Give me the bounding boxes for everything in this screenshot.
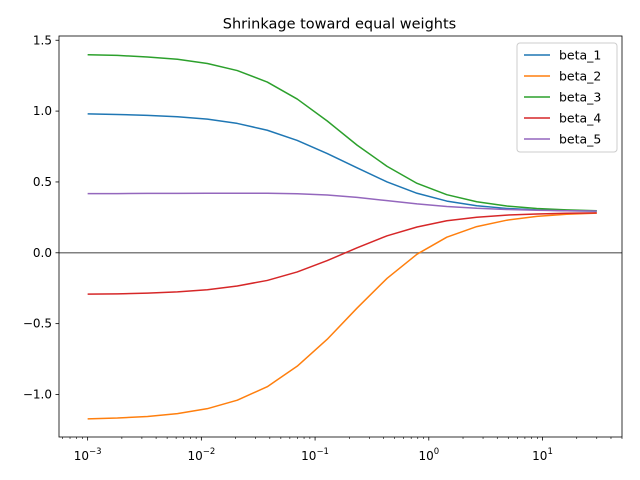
- y-tick-label: −0.5: [23, 317, 52, 331]
- legend-label: beta_2: [559, 69, 601, 84]
- y-tick-label: −1.0: [23, 387, 52, 401]
- series-line-beta-5: [87, 192, 597, 212]
- series-line-beta-1: [87, 113, 597, 212]
- legend-label: beta_3: [559, 90, 601, 105]
- y-tick-label: 0.5: [33, 175, 52, 189]
- legend-box: [516, 42, 618, 153]
- y-tick-label: 1.5: [33, 33, 52, 47]
- legend-label: beta_5: [559, 132, 601, 147]
- series-line-beta-3: [87, 53, 597, 212]
- y-tick-label: 1.0: [33, 104, 52, 118]
- series-line-beta-2: [87, 212, 597, 420]
- legend-label: beta_4: [559, 111, 601, 126]
- legend-label: beta_1: [559, 48, 601, 63]
- plot-frame: [58, 35, 623, 438]
- y-tick-label: 0.0: [33, 246, 52, 260]
- x-tick-label: 10−3: [74, 447, 102, 463]
- series-line-beta-4: [87, 212, 597, 295]
- x-tick-label: 10−2: [187, 447, 215, 463]
- x-tick-label: 10−1: [301, 447, 329, 463]
- x-tick-label: 101: [532, 447, 553, 463]
- chart-title: Shrinkage toward equal weights: [223, 17, 456, 33]
- x-tick-label: 100: [418, 447, 439, 463]
